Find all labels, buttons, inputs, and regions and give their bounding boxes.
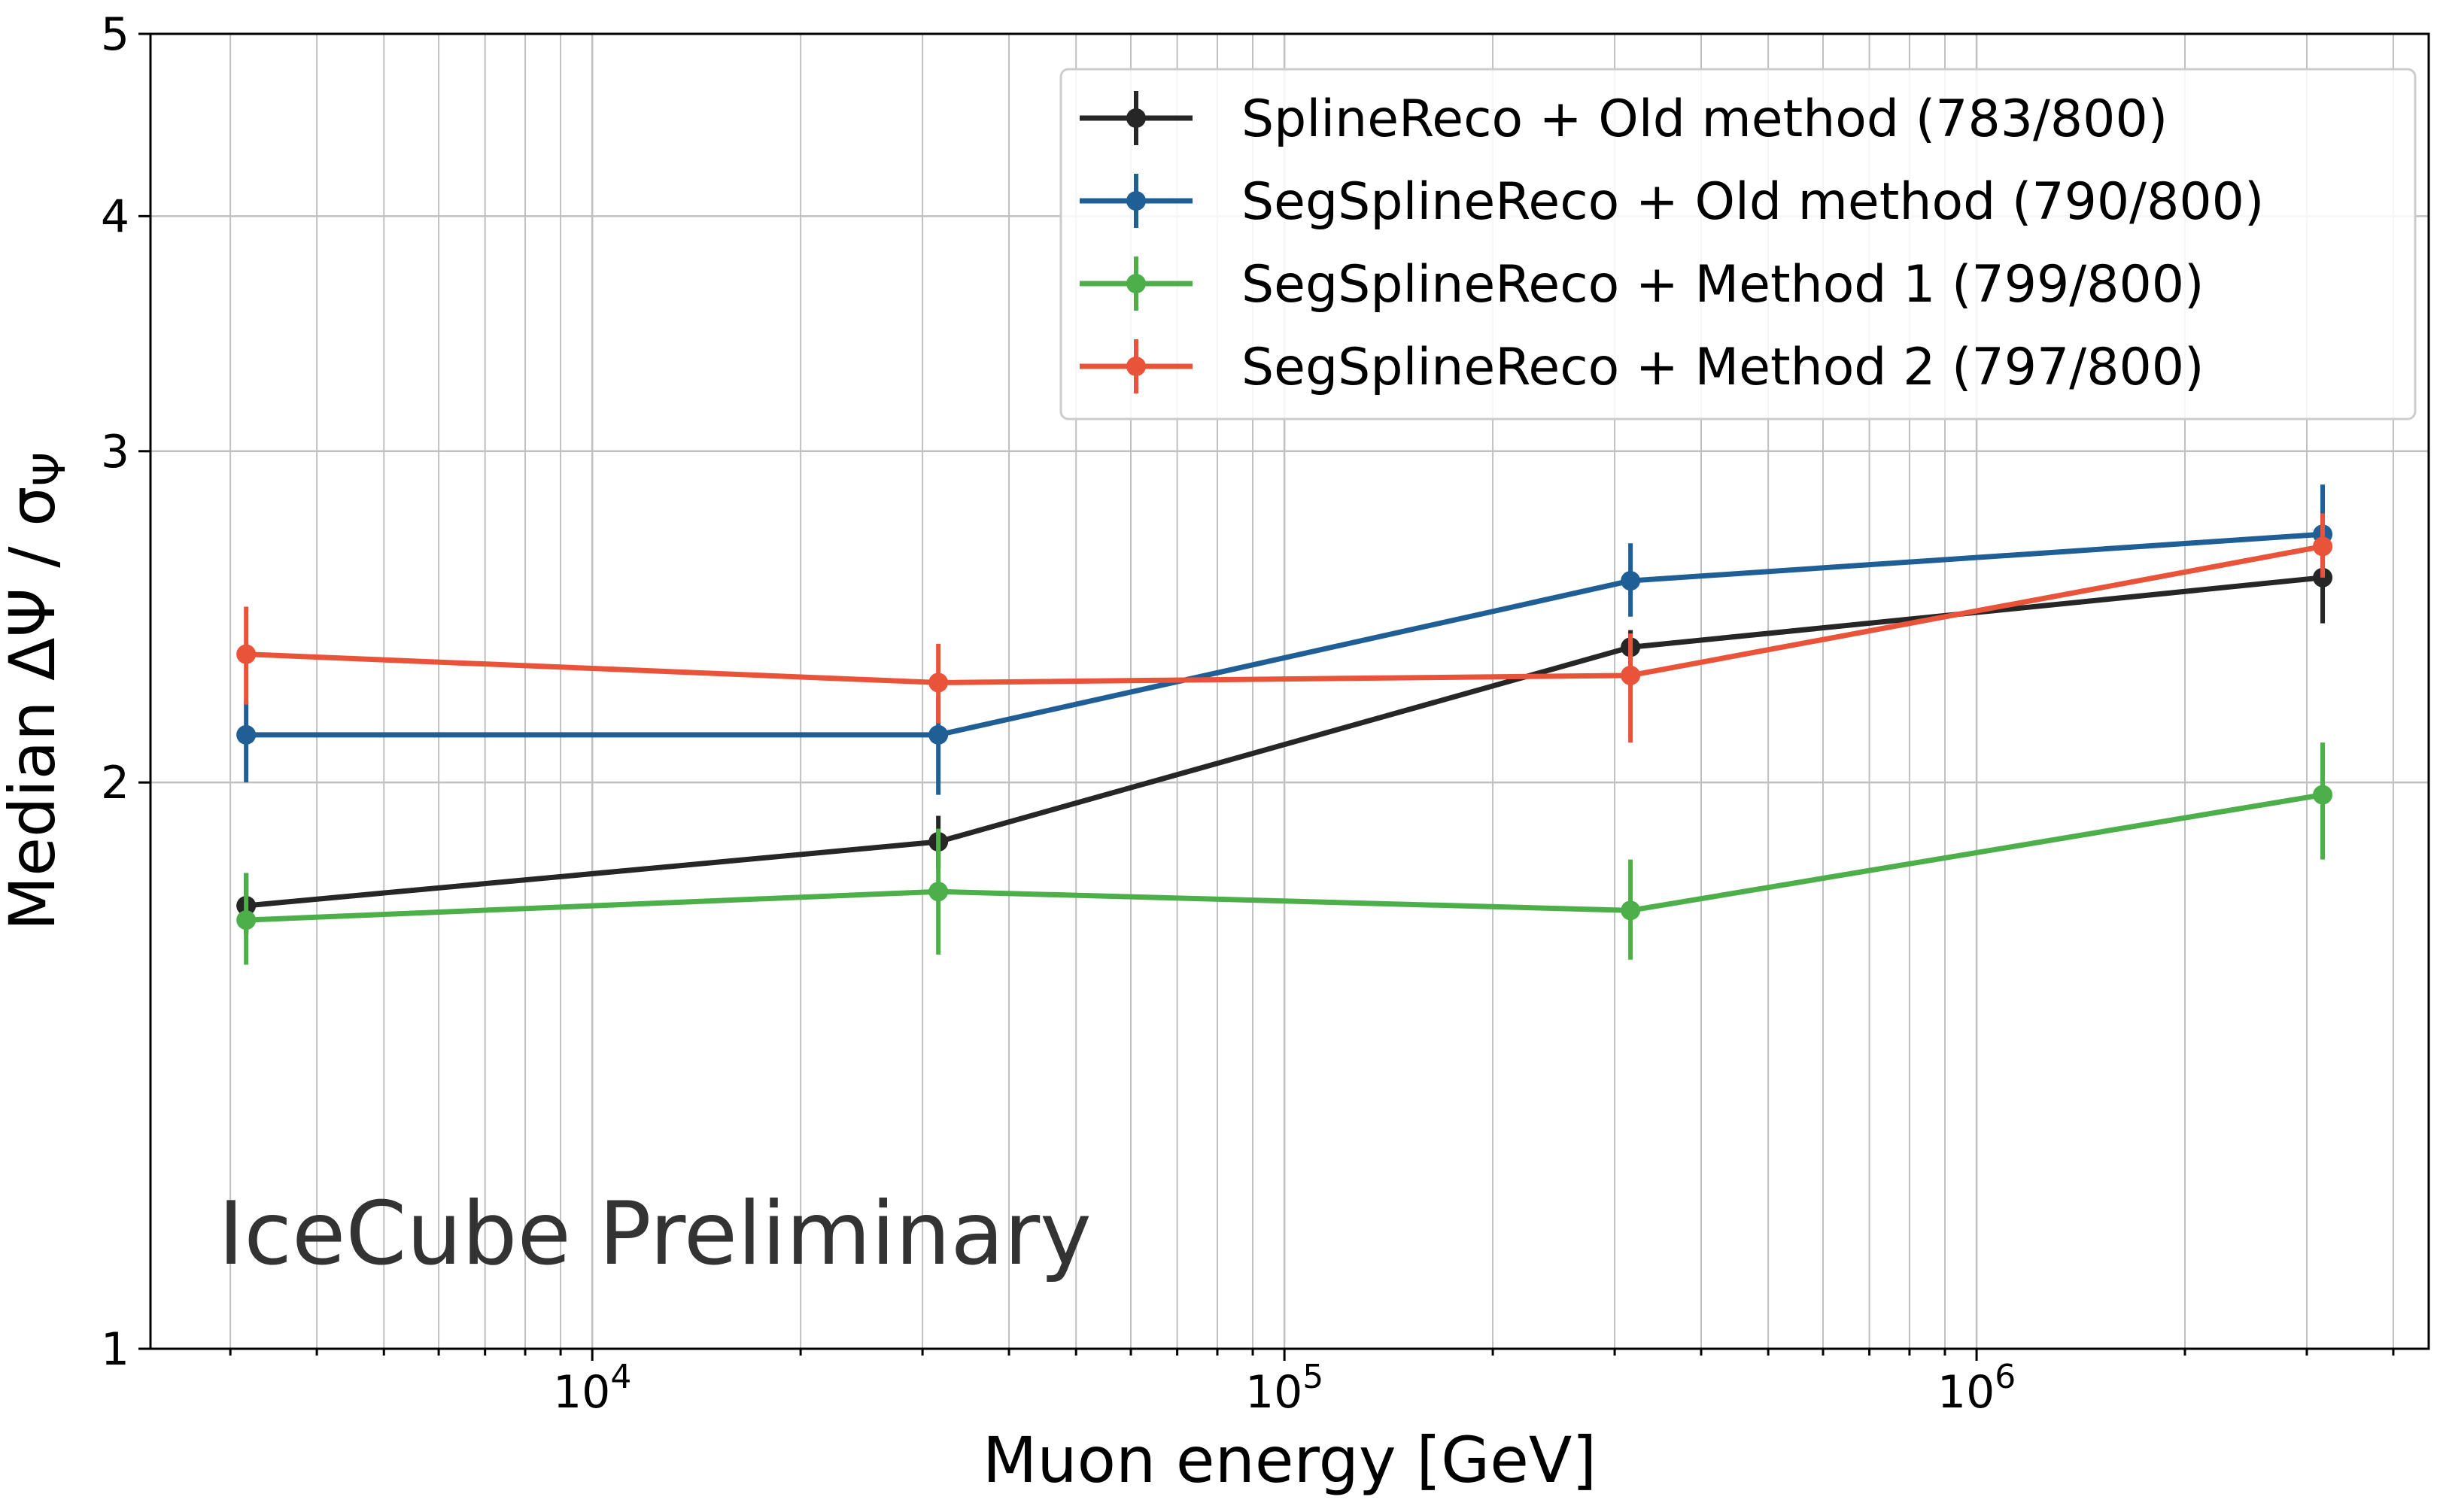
y-axis-title: Median ΔΨ / σΨ [0,452,75,931]
legend-swatch-marker [1126,357,1146,376]
data-point [928,724,949,745]
series-line [246,531,2323,738]
data-point [1621,665,1641,685]
legend-label: SegSplineReco + Method 1 (799/800) [1241,255,2204,314]
legend-label: SegSplineReco + Old method (790/800) [1241,172,2264,232]
series-line [246,543,2323,685]
series-line [246,792,2323,923]
y-axis-title-main: Median ΔΨ / σ [0,486,69,931]
data-point [236,724,257,745]
data-point [1621,571,1641,591]
ticks: 1 2 3 4 5 104 105 106 [101,8,2395,1419]
legend-item: SegSplineReco + Method 2 (797/800) [1080,338,2204,397]
series-4 [236,513,2333,743]
x-tick-label: 105 [1245,1358,1323,1419]
y-tick-label: 5 [101,8,129,61]
y-tick-label: 3 [101,426,129,478]
data-point [2313,785,2333,805]
legend-item: SegSplineReco + Old method (790/800) [1080,172,2264,232]
y-tick-label: 2 [101,757,129,809]
data-point [236,910,257,931]
legend-swatch-marker [1126,274,1146,293]
data-point [2313,536,2333,557]
y-axis-title-subscript: Ψ [24,452,75,487]
y-tick-label: 4 [101,190,129,243]
series-3 [236,742,2333,965]
series-layer [236,484,2333,965]
series-2 [236,484,2333,795]
legend: SplineReco + Old method (783/800) SegSpli… [1059,68,2417,421]
data-point [928,882,949,902]
annotation-text: IceCube Preliminary [218,1183,1092,1285]
data-point [1621,900,1641,921]
legend-item: SplineReco + Old method (783/800) [1080,90,2168,149]
x-tick-label: 104 [553,1358,631,1419]
data-point [928,673,949,693]
x-axis-title: Muon energy [GeV] [983,1423,1597,1497]
data-point [236,644,257,664]
y-tick-label: 1 [101,1323,129,1376]
legend-label: SegSplineReco + Method 2 (797/800) [1241,338,2204,397]
legend-swatch-marker [1126,191,1146,211]
legend-label: SplineReco + Old method (783/800) [1241,90,2168,149]
plot-frame [149,32,2430,1350]
x-tick-label: 106 [1937,1358,2016,1419]
legend-item: SegSplineReco + Method 1 (799/800) [1080,255,2204,314]
legend-swatch-marker [1126,108,1146,128]
legend-box [1059,68,2417,421]
